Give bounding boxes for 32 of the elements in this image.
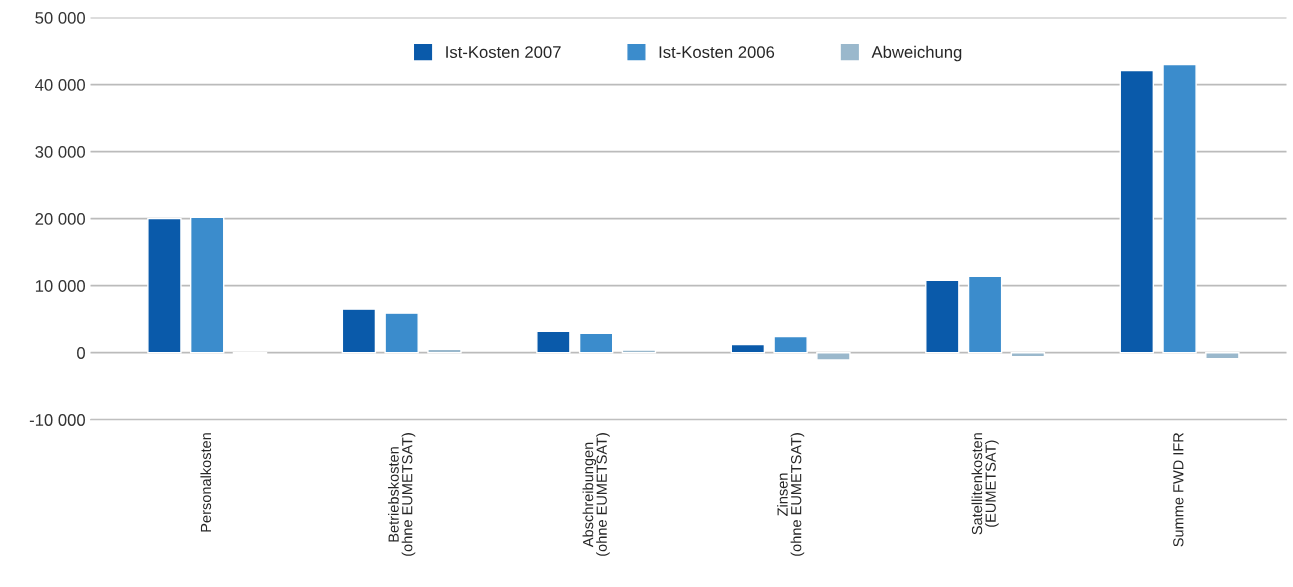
bar [189, 216, 225, 354]
bar [536, 330, 571, 354]
bar [816, 351, 851, 361]
bar [147, 217, 182, 354]
y-tick-label: 10 000 [35, 280, 85, 292]
y-tick-label: 30 000 [35, 146, 85, 158]
bar [925, 279, 960, 354]
y-tick-label: 40 000 [35, 79, 85, 91]
bar [384, 312, 419, 354]
legend-label: Ist-Kosten 2006 [659, 46, 775, 58]
x-tick-label: Betriebskosten (ohne EUMETSAT) [388, 433, 416, 556]
x-tick-label: Satellitenkosten (EUMETSAT) [971, 433, 999, 535]
bar [773, 335, 808, 354]
bar [621, 349, 657, 354]
legend-label: Abweichung [871, 45, 962, 62]
bar [1162, 63, 1197, 354]
bar [730, 343, 766, 354]
x-tick-label: Zinsen (ohne EUMETSAT) [777, 433, 805, 556]
bar [578, 332, 614, 354]
x-tick-label: Abschreibungen (ohne EUMETSAT) [582, 433, 610, 556]
bar [967, 275, 1003, 354]
x-tick-label: Personalkosten [200, 433, 212, 532]
y-tick-label: 20 000 [35, 213, 85, 225]
bar [1010, 351, 1046, 358]
x-tick-label: Summe FWD IFR [1173, 432, 1184, 547]
y-tick-label: -10 000 [29, 414, 85, 426]
y-tick-label: 0 [77, 347, 85, 359]
bar [341, 308, 377, 354]
legend-label: Ist-Kosten 2007 [446, 46, 561, 58]
bar [1205, 351, 1240, 360]
bar [1119, 69, 1155, 354]
y-tick-label: 50 000 [35, 12, 85, 24]
